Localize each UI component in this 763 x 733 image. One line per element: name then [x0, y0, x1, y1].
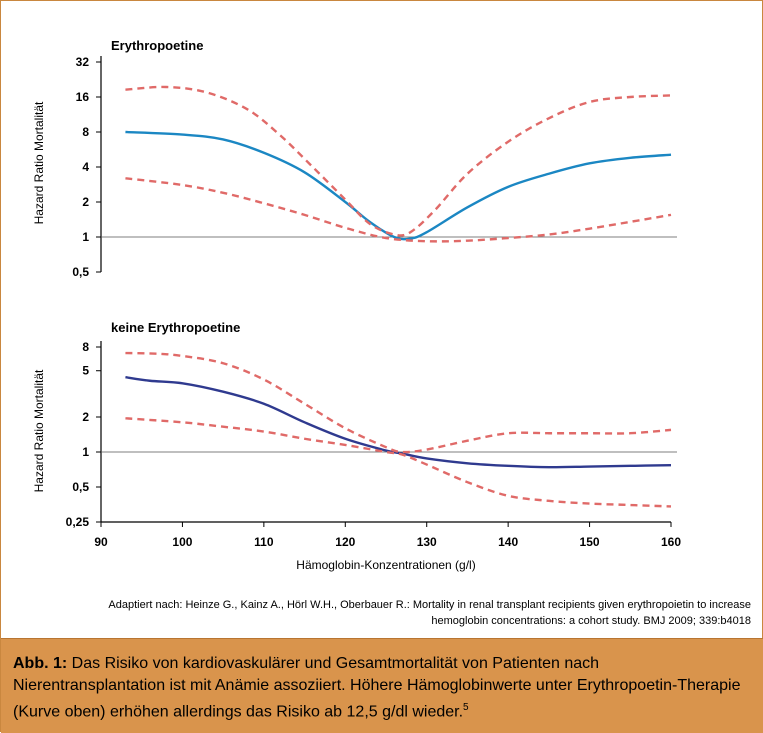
y-tick-label: 8	[82, 340, 89, 354]
y-tick-label: 16	[76, 90, 90, 104]
panel-erythropoetine: Erythropoetine Hazard Ratio Mortalität 3…	[32, 38, 677, 279]
y-tick-label: 2	[82, 195, 89, 209]
y-axis-title-bottom: Hazard Ratio Mortalität	[32, 369, 46, 492]
y-tick-label: 32	[76, 55, 90, 69]
y-tick-label: 0,25	[66, 515, 90, 529]
x-tick-label: 100	[172, 535, 192, 549]
y-tick-label: 1	[82, 230, 89, 244]
figure-caption: Abb. 1: Das Risiko von kardiovaskulärer …	[1, 638, 763, 733]
confidence-interval-line	[125, 351, 672, 454]
x-tick-label: 130	[417, 535, 437, 549]
x-axis-title: Hämoglobin-Konzentrationen (g/l)	[296, 558, 475, 572]
y-tick-label: 0,5	[72, 265, 89, 279]
y-tick-label: 8	[82, 125, 89, 139]
caption-label: Abb. 1:	[13, 655, 68, 672]
panel-keine-erythropoetine: keine Erythropoetine Hazard Ratio Mortal…	[32, 320, 681, 572]
hazard-ratio-line	[125, 130, 672, 241]
panel-title-bottom: keine Erythropoetine	[111, 320, 240, 335]
x-tick-label: 150	[580, 535, 600, 549]
y-tick-label: 1	[82, 445, 89, 459]
y-axis-title-top: Hazard Ratio Mortalität	[32, 101, 46, 224]
y-ticks-bottom: 8 5 2 1 0,5 0,25	[66, 340, 101, 529]
charts-canvas: Erythropoetine Hazard Ratio Mortalität 3…	[32, 38, 681, 572]
series-bottom	[125, 351, 672, 508]
x-tick-label: 120	[335, 535, 355, 549]
confidence-interval-line	[125, 177, 672, 243]
x-tick-label: 160	[661, 535, 681, 549]
source-note: Adaptiert nach: Heinze G., Kainz A., Hör…	[108, 599, 751, 627]
x-tick-label: 90	[94, 535, 108, 549]
confidence-interval-line	[125, 85, 672, 237]
x-tick-label: 140	[498, 535, 518, 549]
y-tick-label: 0,5	[72, 480, 89, 494]
caption-footnote: 5	[463, 702, 469, 713]
series-top	[125, 85, 672, 243]
x-ticks: 90 100 110 120 130 140 150 160	[94, 522, 681, 549]
caption-text: Das Risiko von kardiovaskulärer und Gesa…	[13, 655, 741, 721]
confidence-interval-line	[125, 417, 672, 508]
y-tick-label: 2	[82, 410, 89, 424]
y-ticks-top: 32 16 8 4 2 1 0,5	[72, 55, 101, 279]
hazard-ratio-line	[125, 375, 672, 469]
y-tick-label: 5	[82, 364, 89, 378]
y-tick-label: 4	[82, 160, 89, 174]
panel-title-top: Erythropoetine	[111, 38, 203, 53]
x-tick-label: 110	[254, 535, 274, 549]
